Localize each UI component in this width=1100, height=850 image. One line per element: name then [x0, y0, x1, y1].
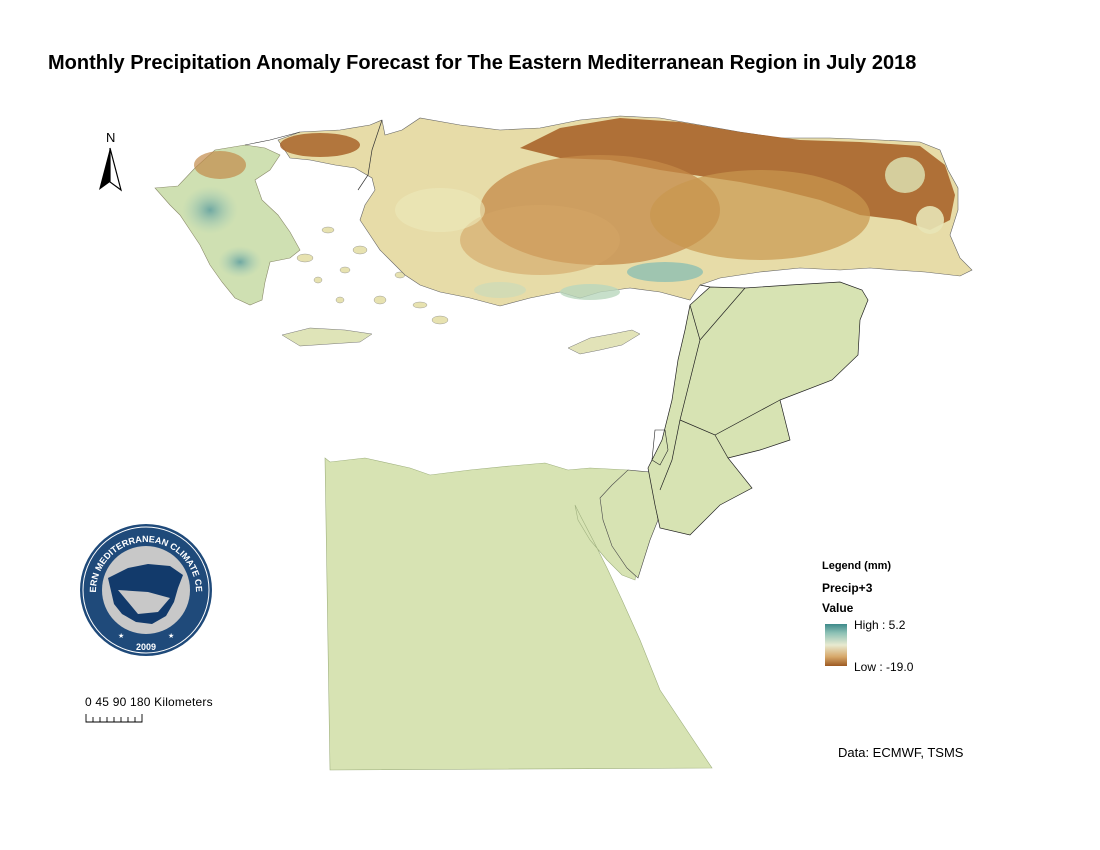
- region-cyprus: [567, 329, 641, 355]
- svg-text:★: ★: [168, 632, 174, 640]
- scale-bar: 0 45 90 180 Kilometers: [85, 695, 213, 728]
- north-label: N: [106, 130, 116, 145]
- aegean-islands: [296, 226, 449, 325]
- region-levant: [647, 281, 869, 536]
- north-arrow-icon: [99, 147, 123, 192]
- scale-bar-graphic: [85, 714, 143, 723]
- scale-bar-labels: 0 45 90 180 Kilometers: [85, 695, 213, 709]
- emcc-logo: EASTERN MEDITERRANEAN CLIMATE CENTRE 200…: [78, 520, 212, 656]
- region-crete: [281, 327, 373, 347]
- data-source: Data: ECMWF, TSMS: [838, 745, 964, 760]
- map-title: Monthly Precipitation Anomaly Forecast f…: [48, 52, 917, 74]
- logo-year: 2009: [136, 642, 156, 652]
- legend-high-label: High : 5.2: [854, 618, 906, 632]
- legend-field-name: Value: [822, 601, 854, 615]
- legend-layer-name: Precip+3: [822, 581, 873, 595]
- svg-text:★: ★: [118, 632, 124, 640]
- legend-title: Legend (mm): [822, 560, 892, 572]
- legend-low-label: Low : -19.0: [854, 660, 914, 674]
- legend: Legend (mm) Precip+3 Value High : 5.2 Lo…: [822, 560, 913, 674]
- legend-color-ramp: [825, 624, 847, 666]
